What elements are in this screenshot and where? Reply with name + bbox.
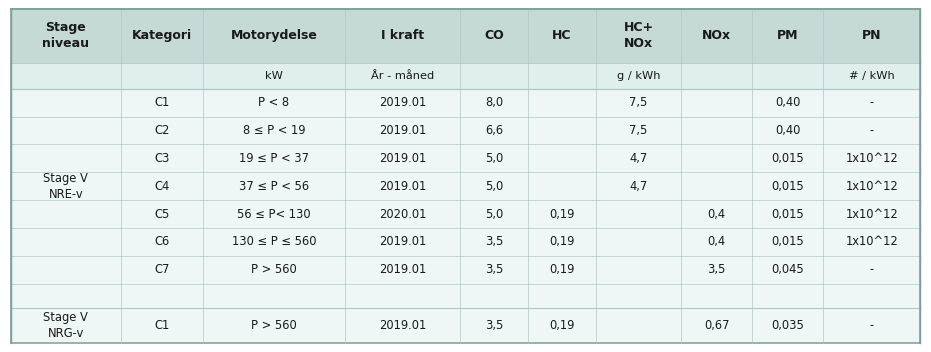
Text: C1: C1: [154, 319, 169, 332]
Text: 0,19: 0,19: [549, 235, 574, 249]
Bar: [11, 89, 920, 284]
Text: HC: HC: [552, 30, 572, 43]
Text: C5: C5: [154, 208, 169, 221]
Text: 56 ≤ P< 130: 56 ≤ P< 130: [237, 208, 311, 221]
Text: -: -: [870, 124, 873, 137]
Text: 2019.01: 2019.01: [379, 96, 426, 109]
Text: Stage V
NRG-v: Stage V NRG-v: [44, 311, 88, 340]
Text: 3,5: 3,5: [485, 319, 503, 332]
Bar: [11, 172, 920, 200]
Text: 5,0: 5,0: [485, 152, 503, 165]
Text: 2020.01: 2020.01: [379, 208, 426, 221]
Text: -: -: [870, 319, 873, 332]
Text: 37 ≤ P < 56: 37 ≤ P < 56: [239, 180, 309, 193]
Bar: [11, 89, 920, 117]
Text: 0,015: 0,015: [772, 235, 804, 249]
Text: C6: C6: [154, 235, 169, 249]
Text: 0,67: 0,67: [704, 319, 730, 332]
Text: 0,015: 0,015: [772, 208, 804, 221]
Bar: [11, 256, 920, 284]
Text: P < 8: P < 8: [259, 96, 290, 109]
Text: kW: kW: [265, 71, 283, 81]
Text: PN: PN: [862, 30, 882, 43]
Text: 0,035: 0,035: [772, 319, 804, 332]
Bar: [11, 9, 920, 63]
Text: 1x10^12: 1x10^12: [845, 152, 898, 165]
Text: 4,7: 4,7: [629, 180, 648, 193]
Text: 0,19: 0,19: [549, 319, 574, 332]
Text: 0,045: 0,045: [772, 263, 804, 276]
Text: PM: PM: [777, 30, 799, 43]
Text: 2019.01: 2019.01: [379, 180, 426, 193]
Text: C4: C4: [154, 180, 169, 193]
Text: 3,5: 3,5: [485, 263, 503, 276]
Text: 5,0: 5,0: [485, 180, 503, 193]
Text: C1: C1: [154, 96, 169, 109]
Text: 0,19: 0,19: [549, 208, 574, 221]
Text: 130 ≤ P ≤ 560: 130 ≤ P ≤ 560: [232, 235, 317, 249]
Text: 0,19: 0,19: [549, 263, 574, 276]
Text: NOx: NOx: [702, 30, 732, 43]
Text: 6,6: 6,6: [485, 124, 503, 137]
Text: 3,5: 3,5: [485, 235, 503, 249]
Text: I kraft: I kraft: [381, 30, 425, 43]
Text: C2: C2: [154, 124, 169, 137]
Text: 2019.01: 2019.01: [379, 319, 426, 332]
Text: 8 ≤ P < 19: 8 ≤ P < 19: [243, 124, 305, 137]
Text: P > 560: P > 560: [251, 319, 297, 332]
Text: g / kWh: g / kWh: [616, 71, 660, 81]
Text: 0,015: 0,015: [772, 152, 804, 165]
Text: 0,015: 0,015: [772, 180, 804, 193]
Text: 0,4: 0,4: [708, 208, 726, 221]
Text: 4,7: 4,7: [629, 152, 648, 165]
Text: -: -: [870, 263, 873, 276]
Text: 19 ≤ P < 37: 19 ≤ P < 37: [239, 152, 309, 165]
Text: 5,0: 5,0: [485, 208, 503, 221]
Text: 2019.01: 2019.01: [379, 124, 426, 137]
Text: 2019.01: 2019.01: [379, 235, 426, 249]
Text: 7,5: 7,5: [629, 124, 648, 137]
Text: 7,5: 7,5: [629, 96, 648, 109]
Bar: [11, 144, 920, 172]
Text: Stage
niveau: Stage niveau: [43, 21, 89, 50]
Text: 1x10^12: 1x10^12: [845, 235, 898, 249]
Text: CO: CO: [484, 30, 504, 43]
Text: 2019.01: 2019.01: [379, 263, 426, 276]
Text: P > 560: P > 560: [251, 263, 297, 276]
Text: 3,5: 3,5: [708, 263, 726, 276]
Text: Stage V
NRE-v: Stage V NRE-v: [44, 172, 88, 201]
Text: 0,4: 0,4: [708, 235, 726, 249]
Text: 2019.01: 2019.01: [379, 152, 426, 165]
Text: Motorydelse: Motorydelse: [231, 30, 317, 43]
Text: -: -: [870, 96, 873, 109]
Bar: [11, 200, 920, 228]
Text: 1x10^12: 1x10^12: [845, 208, 898, 221]
Text: Kategori: Kategori: [131, 30, 192, 43]
Text: # / kWh: # / kWh: [849, 71, 895, 81]
Text: C7: C7: [154, 263, 169, 276]
Text: 0,40: 0,40: [776, 96, 801, 109]
Text: 0,40: 0,40: [776, 124, 801, 137]
Bar: [11, 63, 920, 89]
Text: HC+
NOx: HC+ NOx: [624, 21, 654, 50]
Text: År - måned: År - måned: [371, 71, 434, 81]
Text: C3: C3: [154, 152, 169, 165]
Bar: [11, 284, 920, 308]
Bar: [11, 117, 920, 144]
Text: 1x10^12: 1x10^12: [845, 180, 898, 193]
Text: 8,0: 8,0: [485, 96, 503, 109]
Bar: [11, 308, 920, 343]
Bar: [11, 228, 920, 256]
